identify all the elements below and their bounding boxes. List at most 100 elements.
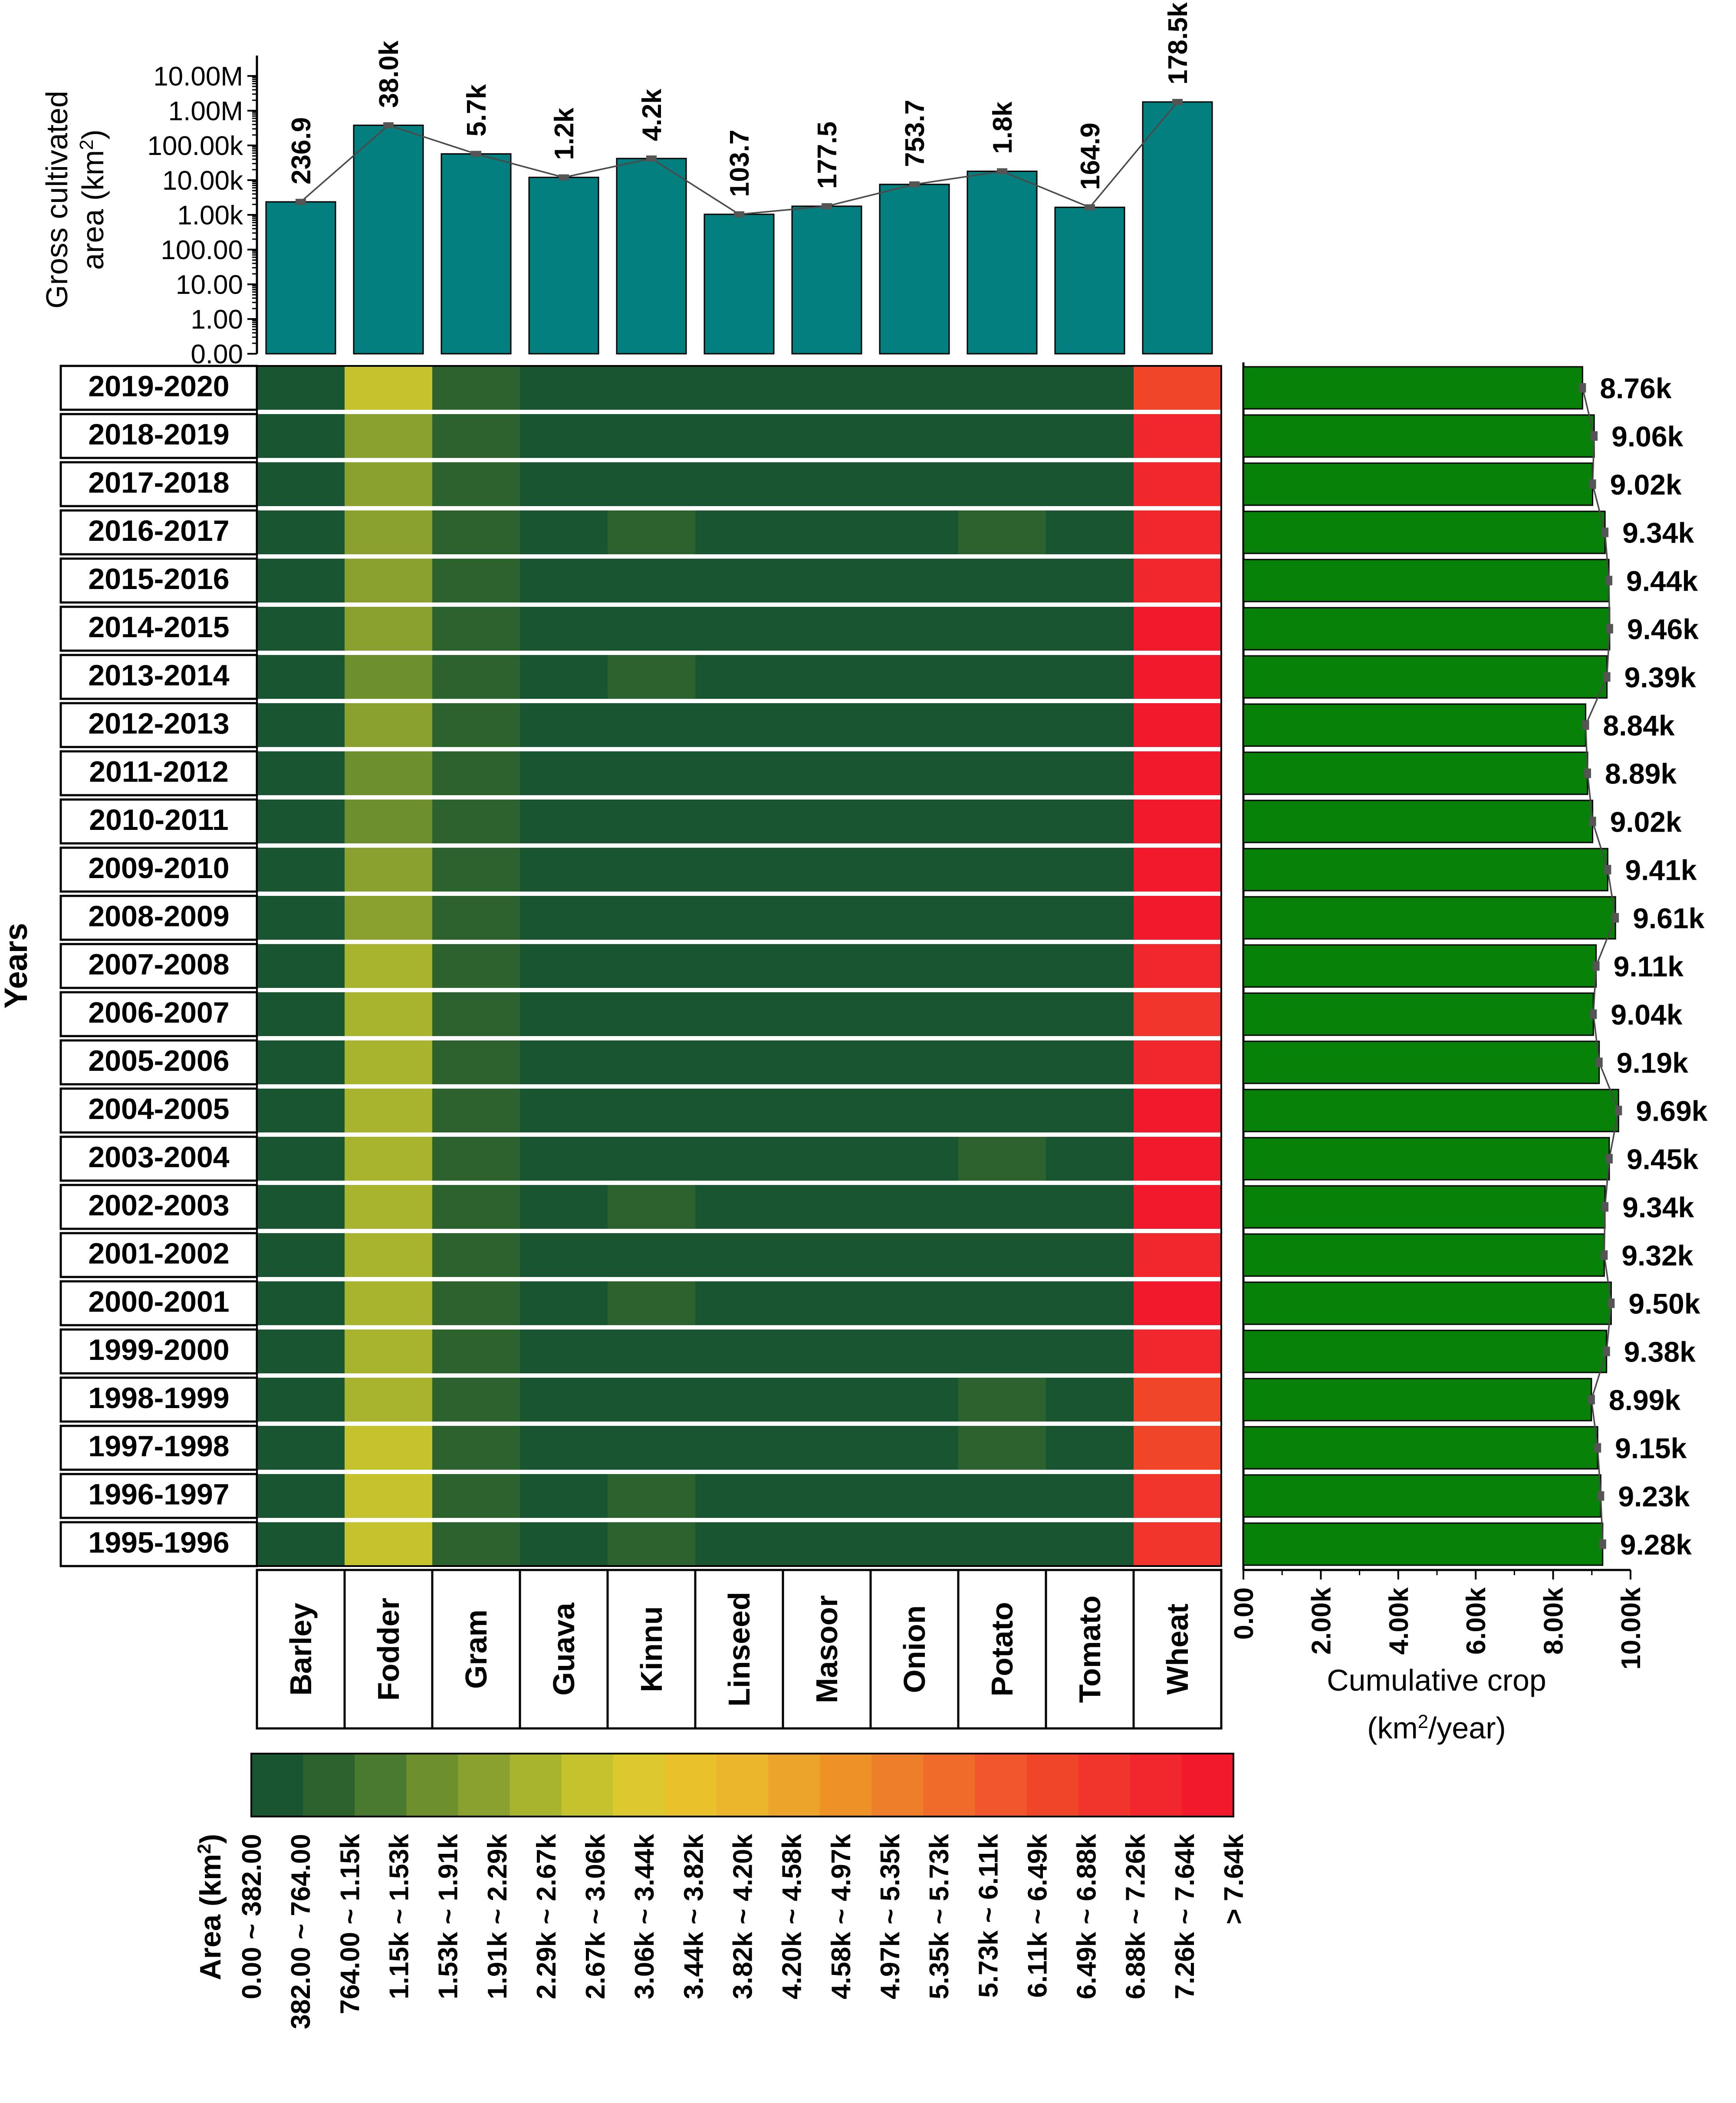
heatmap-cell	[345, 510, 433, 554]
gross-area-bar-fodder	[353, 125, 424, 355]
legend-swatch	[613, 1754, 665, 1817]
cumulative-data-label: 9.23k	[1618, 1481, 1690, 1513]
heatmap-cell	[958, 1185, 1046, 1229]
cumulative-point	[1615, 1106, 1622, 1116]
gross-area-bar-onion	[879, 184, 950, 355]
cumulative-bar-1998-1999	[1243, 1378, 1592, 1422]
crop-label-box	[606, 1569, 697, 1730]
cumulative-bar-2017-2018	[1243, 462, 1594, 506]
cumulative-data-label: 8.89k	[1605, 758, 1677, 790]
heatmap-cell	[432, 1137, 520, 1181]
cumulative-data-label: 9.02k	[1610, 469, 1682, 501]
heatmap-cell	[257, 1089, 345, 1132]
heatmap-cell	[520, 703, 608, 747]
area-color-legend: 0.00 ~ 382.00 382.00 ~ 764.00 764.00 ~ 1.1…	[194, 1753, 1249, 2029]
cumulative-data-label: 9.28k	[1620, 1529, 1692, 1561]
cumulative-data-label: 9.02k	[1610, 806, 1682, 838]
cumulative-bar-2019-2020	[1243, 366, 1583, 410]
cumulative-point	[1601, 1250, 1608, 1260]
year-label-box	[59, 1376, 258, 1423]
legend-swatch	[1026, 1754, 1079, 1817]
cumulative-point	[1590, 1009, 1597, 1019]
gross-area-bar-potato	[967, 171, 1038, 355]
top-y-tick-label: 0.00	[191, 339, 243, 369]
heatmap-cell	[783, 703, 871, 747]
heatmap-cell	[345, 1233, 433, 1277]
legend-swatch	[251, 1754, 303, 1817]
heatmap-cell	[695, 1185, 783, 1229]
heatmap-cell	[432, 896, 520, 940]
gross-area-data-label: 5.7k	[462, 84, 492, 136]
year-label-box	[59, 750, 258, 796]
heatmap-cell	[345, 800, 433, 843]
crop-label-fodder: Fodder	[372, 1598, 405, 1701]
heatmap-cell	[783, 1474, 871, 1518]
cumulative-bar-2002-2003	[1243, 1185, 1606, 1229]
legend-swatch	[510, 1754, 562, 1817]
heatmap-cell	[958, 800, 1046, 843]
cumulative-bar-2008-2009	[1243, 896, 1616, 940]
cumulative-point	[1597, 1491, 1604, 1501]
cumulative-data-label: 8.76k	[1600, 372, 1671, 405]
gross-area-point	[646, 155, 657, 162]
cumulative-bar-2009-2010	[1243, 848, 1608, 892]
gross-area-point	[471, 151, 481, 157]
cumulative-data-label: 9.34k	[1622, 517, 1694, 549]
cumulative-point	[1605, 1154, 1613, 1164]
heatmap-cell	[432, 848, 520, 892]
heatmap-cell	[520, 655, 608, 699]
heatmap-cell	[871, 655, 959, 699]
heatmap-cell	[783, 848, 871, 892]
heatmap-cell	[520, 559, 608, 602]
cumulative-bar-2014-2015	[1243, 607, 1611, 651]
heatmap-cell	[695, 1330, 783, 1373]
heatmap-cell	[608, 414, 696, 458]
heatmap-cell	[608, 559, 696, 602]
heatmap-cell	[871, 1281, 959, 1325]
heatmap-cell	[345, 1474, 433, 1518]
cumulative-data-label: 9.19k	[1617, 1047, 1688, 1079]
heatmap-cell	[871, 607, 959, 651]
legend-range-label: 4.58k ~ 4.97k	[826, 1833, 856, 1999]
heatmap-cell	[432, 1233, 520, 1277]
crop-label-linseed: Linseed	[722, 1592, 756, 1707]
gross-area-data-label: 236.9	[286, 117, 316, 184]
heatmap-cell	[432, 944, 520, 988]
legend-range-label: 1.53k ~ 1.91k	[434, 1833, 464, 1999]
heatmap-cell	[783, 366, 871, 410]
cumulative-data-label: 9.61k	[1633, 902, 1704, 935]
heatmap-cell	[958, 1522, 1046, 1566]
heatmap-cell	[432, 800, 520, 843]
heatmap-cell	[432, 462, 520, 506]
heatmap-cell	[608, 607, 696, 651]
heatmap-cell	[345, 896, 433, 940]
gross-area-bar-masoor	[791, 205, 862, 355]
heatmap-cell	[432, 366, 520, 410]
heatmap-cell	[695, 462, 783, 506]
legend-range-label: 7.26k ~ 7.64k	[1170, 1833, 1200, 1999]
heatmap-cell	[432, 1474, 520, 1518]
heatmap-cell	[871, 1233, 959, 1277]
heatmap-cell	[1134, 559, 1222, 602]
heatmap-cell	[695, 414, 783, 458]
heatmap-cell	[1046, 1330, 1134, 1373]
crop-label-box	[1045, 1569, 1135, 1730]
heatmap-cell	[257, 800, 345, 843]
cumulative-bar-2007-2008	[1243, 944, 1597, 988]
gross-area-bar-gram	[441, 153, 512, 355]
heatmap-cell	[695, 1426, 783, 1470]
heatmap-cell	[345, 1040, 433, 1084]
heatmap-cell	[345, 944, 433, 988]
heatmap-cell	[257, 1040, 345, 1084]
heatmap-cell	[783, 414, 871, 458]
legend-range-label: 0.00 ~ 382.00	[237, 1834, 267, 1999]
heatmap-cell	[958, 703, 1046, 747]
crop-label-box	[869, 1569, 960, 1730]
heatmap-cell	[783, 751, 871, 795]
heatmap-cell	[695, 510, 783, 554]
heatmap-cell	[432, 607, 520, 651]
year-label-box	[59, 1087, 258, 1134]
heatmap-cell	[432, 1330, 520, 1373]
legend-range-label: 6.88k ~ 7.26k	[1121, 1833, 1151, 1999]
heatmap-cell	[783, 1137, 871, 1181]
